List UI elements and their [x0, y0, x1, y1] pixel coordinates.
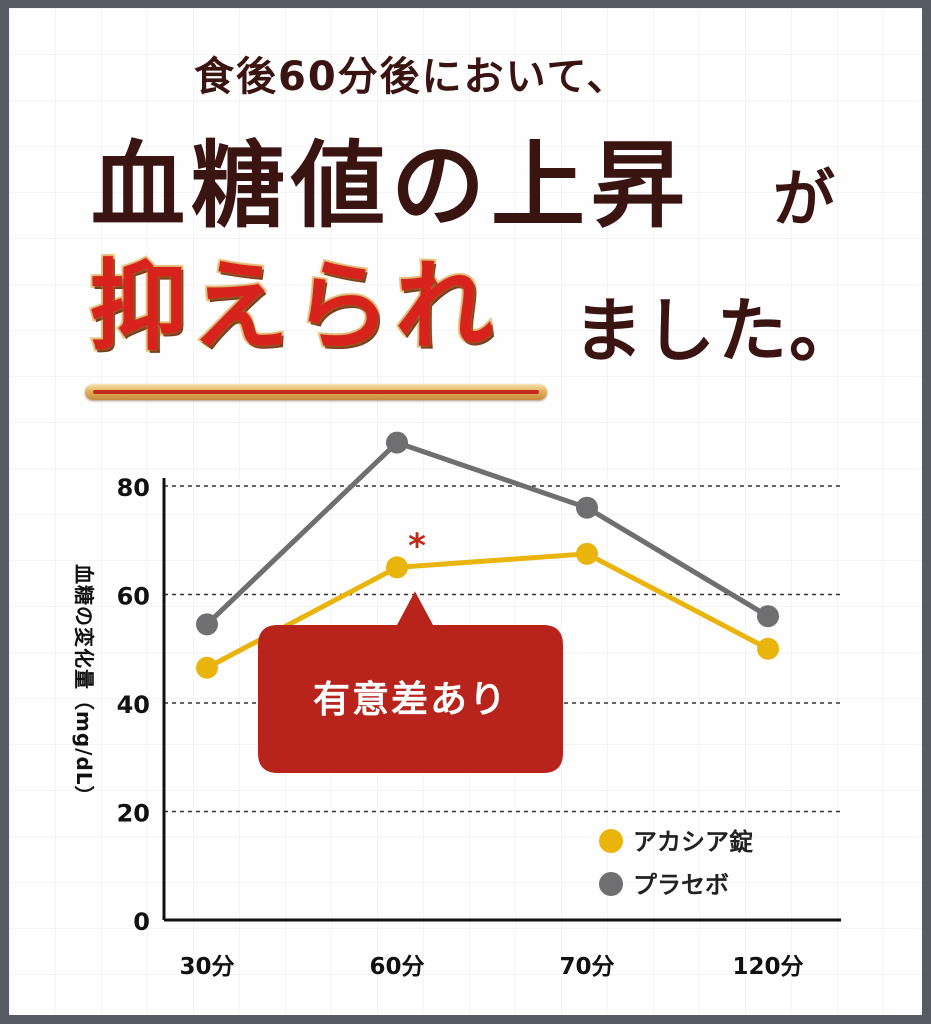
significance-callout-box: [258, 591, 563, 773]
legend-item: アカシア錠: [599, 828, 753, 856]
data-point: [196, 613, 218, 636]
data-point: [196, 656, 218, 679]
data-point: [386, 556, 408, 579]
chart-series: [196, 431, 779, 679]
x-tick-label: 120分: [732, 954, 803, 980]
y-tick-label: 20: [117, 800, 150, 828]
infographic-card: 食後60分後において、 血糖値の上昇 が 抑えられ ました。 0 20 40 60 80…: [9, 8, 922, 1015]
chart-tick-labels: 0 20 40 60 80 30分 60分 70分 120分: [117, 474, 804, 980]
series-line: [205, 551, 770, 670]
data-point: [576, 496, 598, 519]
y-tick-label: 0: [133, 908, 150, 936]
x-tick-label: 70分: [559, 954, 614, 980]
legend-swatch: [599, 872, 623, 896]
series-placebo: [196, 431, 779, 636]
headline-main: 血糖値の上昇: [91, 132, 692, 241]
series-acacia: [196, 542, 779, 679]
x-tick-label: 30分: [179, 954, 234, 980]
line-chart: 0 20 40 60 80 30分 60分 70分 120分 血糖の変化量（mg/dL） * 有…: [72, 431, 841, 980]
legend-swatch: [599, 829, 623, 853]
significance-marker: *: [408, 526, 426, 566]
y-tick-label: 60: [117, 583, 150, 611]
chart-axes: [162, 478, 841, 922]
y-tick-label: 40: [117, 691, 150, 719]
headline-intro: 食後60分後において、: [194, 54, 629, 100]
headline-ending: ました。: [573, 290, 861, 372]
data-point: [757, 605, 779, 628]
chart-annotation: * 有意差あり: [258, 526, 563, 773]
headline-emphasis: 抑えられ: [87, 250, 498, 364]
significance-callout-label: 有意差あり: [313, 678, 508, 721]
legend-label: アカシア錠: [633, 828, 753, 856]
legend-label: プラセボ: [633, 871, 729, 899]
data-point: [576, 542, 598, 565]
emphasis-underline: [85, 384, 547, 400]
y-axis-label: 血糖の変化量（mg/dL）: [72, 564, 96, 807]
legend-item: プラセボ: [599, 871, 729, 899]
headline-particle: が: [773, 162, 836, 235]
y-tick-label: 80: [117, 474, 150, 502]
data-point: [757, 637, 779, 660]
series-line: [205, 440, 770, 627]
x-tick-label: 60分: [369, 954, 424, 980]
data-point: [386, 431, 408, 454]
